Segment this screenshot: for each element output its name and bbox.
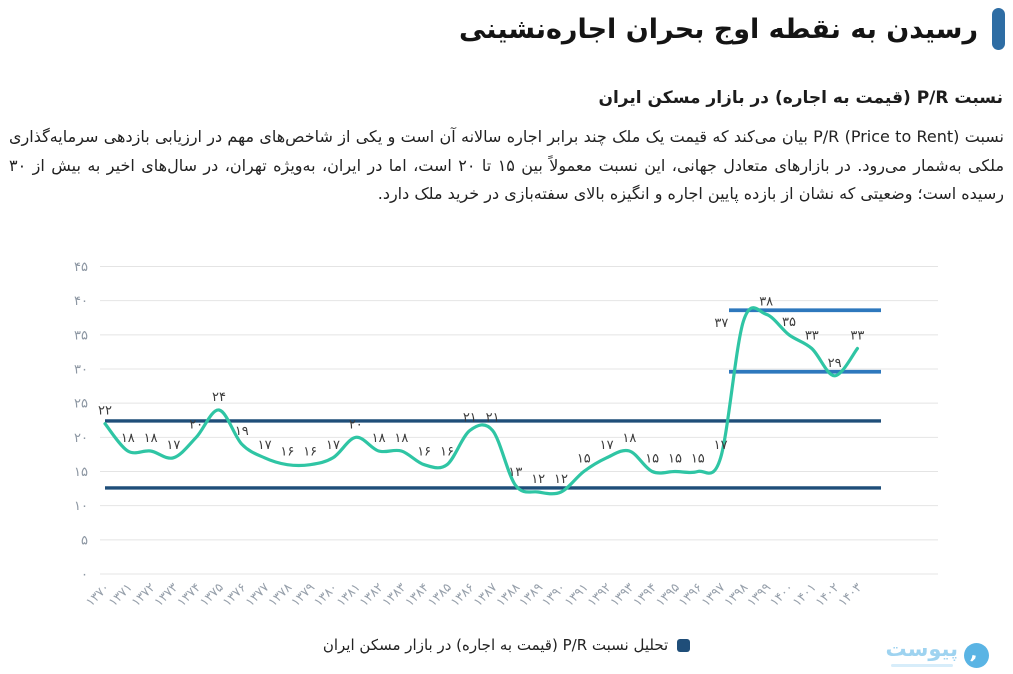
x-tick-label: ۱۳۷۹ [288, 579, 318, 609]
chart-canvas: ۰ ۵ ۱۰ ۱۵ ۲۰ ۲۵ ۳۰ ۳۵ ۴۰ ۴۵ ۲۲ ۱۸ ۱۸ ۱۷ ۲۰ ۲۴ ۱۹ ۱۷ ۱۶ ۱۶ ۱۷… [74, 260, 938, 610]
brand-logo: , پیوست [885, 637, 989, 668]
data-point-label: ۲۴ [212, 390, 226, 405]
x-tick-label: ۱۴۰۱ [789, 580, 819, 610]
x-tick-label: ۱۳۷۷ [242, 579, 272, 609]
y-tick-label: ۲۵ [74, 397, 88, 412]
data-point-label: ۱۵ [691, 452, 705, 467]
x-tick-label: ۱۳۸۴ [402, 580, 432, 610]
data-point-label: ۱۹ [235, 424, 249, 439]
y-tick-label: ۰ [81, 568, 88, 583]
data-point-label: ۳۵ [782, 315, 796, 330]
logo-mark-icon: , [964, 641, 989, 668]
data-point-label: ۲۰ [349, 417, 363, 432]
header: رسیدن به نقطه اوج بحران اجاره‌نشینی [459, 8, 1005, 50]
x-tick-label: ۱۳۹۱ [561, 580, 591, 610]
data-point-label: ۳۳ [850, 329, 864, 344]
data-point-label: ۱۷ [258, 438, 272, 453]
data-point-label: ۱۲ [531, 472, 545, 487]
y-tick-label: ۳۰ [74, 363, 88, 378]
x-tick-label: ۱۳۷۱ [105, 580, 135, 610]
x-tick-label: ۱۳۸۶ [447, 580, 477, 610]
x-tick-label: ۱۳۹۲ [584, 579, 614, 609]
data-point-label: ۲۱ [463, 411, 477, 426]
data-point-label: ۱۷ [714, 438, 728, 453]
logo-wordmark: پیوست [885, 637, 958, 661]
x-tick-label: ۱۳۹۶ [675, 580, 705, 610]
x-tick-label: ۱۳۸۰ [311, 580, 341, 610]
data-point-label: ۳۳ [805, 329, 819, 344]
x-tick-label: ۱۴۰۰ [767, 580, 797, 610]
chart-legend: تحلیل نسبت P/R (قیمت به اجاره) در بازار … [0, 636, 1013, 654]
x-tick-label: ۱۳۷۵ [197, 579, 227, 609]
data-point-label: ۱۷ [326, 438, 340, 453]
article-paragraph: نسبت P/R (Price to Rent) بیان می‌کند که … [9, 127, 1005, 204]
x-tick-label: ۱۳۸۳ [379, 579, 409, 609]
y-tick-label: ۱۰ [74, 499, 88, 514]
data-point-label: ۱۷ [600, 438, 614, 453]
y-tick-label: ۴۰ [74, 294, 88, 309]
page-title: رسیدن به نقطه اوج بحران اجاره‌نشینی [458, 13, 978, 45]
x-tick-label: ۱۳۷۴ [174, 580, 204, 610]
logo-tagline [890, 664, 953, 668]
legend-swatch [677, 638, 691, 652]
data-point-label: ۲۰ [189, 417, 203, 432]
data-point-label: ۱۶ [417, 445, 431, 460]
x-tick-label: ۱۳۸۵ [425, 579, 455, 609]
data-point-label: ۱۸ [121, 431, 135, 446]
y-tick-label: ۱۵ [74, 465, 88, 480]
data-point-label: ۱۸ [372, 431, 386, 446]
x-tick-label: ۱۳۹۸ [721, 579, 751, 609]
y-tick-label: ۵ [81, 533, 88, 548]
y-tick-label: ۳۵ [74, 328, 88, 343]
data-point-label: ۱۶ [280, 445, 294, 460]
data-point-label: ۱۵ [645, 452, 659, 467]
x-tick-label: ۱۴۰۲ [812, 579, 842, 609]
x-tick-label: ۱۴۰۳ [835, 579, 865, 609]
title-accent-bar [992, 8, 1005, 50]
x-tick-label: ۱۳۷۳ [151, 579, 181, 609]
x-tick-label: ۱۳۹۹ [744, 579, 774, 609]
data-point-label: ۱۷ [166, 438, 180, 453]
x-tick-label: ۱۳۷۶ [219, 580, 249, 610]
data-point-label: ۲۹ [828, 356, 842, 371]
data-point-label: ۱۵ [577, 452, 591, 467]
data-point-label: ۱۳ [508, 465, 522, 480]
data-point-label: ۱۶ [440, 445, 454, 460]
y-tick-label: ۲۰ [74, 431, 88, 446]
data-point-label: ۱۸ [144, 431, 158, 446]
legend-label: تحلیل نسبت P/R (قیمت به اجاره) در بازار … [322, 636, 669, 654]
data-point-label: ۳۷ [714, 316, 728, 331]
x-tick-label: ۱۳۷۲ [128, 579, 158, 609]
data-point-label: ۲۲ [98, 404, 112, 419]
series-line [103, 306, 859, 496]
data-point-label: ۳۸ [759, 294, 773, 309]
x-tick-label: ۱۳۹۰ [539, 580, 569, 610]
x-tick-label: ۱۳۸۱ [333, 580, 363, 610]
x-tick-label: ۱۳۹۳ [607, 579, 637, 609]
y-tick-label: ۴۵ [74, 260, 88, 275]
data-point-label: ۱۸ [622, 431, 636, 446]
x-tick-label: ۱۳۷۰ [83, 580, 113, 610]
data-point-label: ۲۱ [486, 411, 500, 426]
x-tick-label: ۱۳۸۸ [493, 579, 523, 609]
chart-subtitle: نسبت P/R (قیمت به اجاره) در بازار مسکن ا… [598, 88, 1003, 108]
x-tick-label: ۱۳۸۹ [516, 579, 546, 609]
data-point-label: ۱۵ [668, 452, 682, 467]
pr-ratio-chart: ۰ ۵ ۱۰ ۱۵ ۲۰ ۲۵ ۳۰ ۳۵ ۴۰ ۴۵ ۲۲ ۱۸ ۱۸ ۱۷ ۲۰ ۲۴ ۱۹ ۱۷ ۱۶ ۱۶ ۱۷… [0, 255, 1013, 635]
x-tick-label: ۱۳۷۸ [265, 579, 295, 609]
x-tick-label: ۱۳۸۲ [356, 579, 386, 609]
x-tick-label: ۱۳۸۷ [470, 579, 500, 609]
x-tick-label: ۱۳۹۷ [698, 579, 728, 609]
data-point-label: ۱۶ [303, 445, 317, 460]
x-tick-label: ۱۳۹۵ [653, 579, 683, 609]
data-point-label: ۱۸ [394, 431, 408, 446]
x-tick-label: ۱۳۹۴ [630, 580, 660, 610]
data-point-label: ۱۲ [554, 472, 568, 487]
